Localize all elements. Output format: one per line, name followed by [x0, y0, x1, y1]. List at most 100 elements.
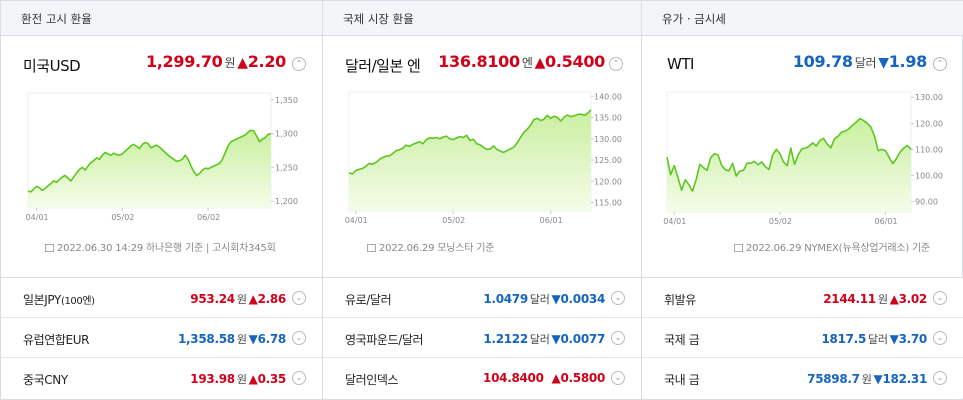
item-name: 유럽연합EUR: [23, 333, 90, 347]
source-note: 2022.06.29 모닝스타 기준: [367, 239, 494, 254]
item-price: 1,358.58 원 ▼6.78: [177, 332, 286, 346]
item-price: 2144.11 원 ▲3.02: [823, 292, 927, 306]
chevron-down-icon[interactable]: ⌄: [611, 331, 625, 345]
panel-exchange-rate: 환전 고시 환율 미국USD 1,299.70 원 ▲2.20 ⌃ 1,350 1,3…: [1, 1, 322, 400]
x-tick-label: 06/02: [197, 213, 220, 222]
chevron-down-icon[interactable]: ⌄: [933, 331, 947, 345]
chevron-down-icon[interactable]: ⌄: [611, 291, 625, 305]
series-area: [667, 118, 911, 212]
chevron-down-icon[interactable]: ⌄: [292, 371, 306, 385]
y-tick-label: 1,250: [275, 163, 298, 172]
tab-intl-market[interactable]: 국제 시장 환율: [323, 1, 641, 36]
arrow-down-icon: ▼: [889, 332, 899, 346]
chevron-down-icon[interactable]: ⌃: [609, 57, 623, 71]
chevron-down-icon[interactable]: ⌄: [933, 291, 947, 305]
y-tick-label: 130.00: [915, 93, 943, 102]
item-name: 영국파운드/달러: [345, 333, 424, 347]
arrow-up-icon: ▲: [551, 371, 561, 385]
arrow-down-icon: ▼: [878, 55, 889, 71]
y-tick-label: 1,200: [275, 197, 298, 206]
y-tick-label: 90.00: [915, 198, 938, 207]
x-tick-label: 04/01: [663, 217, 686, 226]
rate-list: 유로/달러 1.0479 달러 ▼0.0034 ⌄ 영국파운드/달러 1.2122 달…: [323, 277, 641, 398]
item-price: 104.8400 ▲0.5800: [483, 371, 605, 385]
headline-price: 1,299.70 원 ▲2.20: [145, 52, 286, 71]
arrow-up-icon: ▲: [248, 372, 258, 386]
tab-oil-gold[interactable]: 유가 · 금시세: [642, 1, 963, 36]
x-tick-label: 05/02: [442, 216, 465, 225]
document-icon: [734, 244, 743, 252]
chevron-down-icon[interactable]: ⌃: [292, 57, 306, 71]
series-area: [349, 109, 591, 211]
y-tick-label: 1,350: [275, 96, 298, 105]
arrow-up-icon: ▲: [889, 292, 899, 306]
headline-name: 달러/일본 엔: [345, 57, 421, 75]
list-item-domestic-gold[interactable]: 국내 금 75898.7 원 ▼182.31 ⌄: [642, 358, 963, 398]
headline-price: 136.8100 엔 ▲0.5400: [438, 52, 605, 71]
y-tick-label: 130.00: [594, 135, 622, 144]
x-tick-label: 06/01: [540, 216, 563, 225]
y-tick-label: 120.00: [915, 119, 943, 128]
item-price: 953.24 원 ▲2.86: [190, 292, 286, 306]
chevron-down-icon[interactable]: ⌄: [292, 291, 306, 305]
item-name: 국제 금: [664, 333, 700, 347]
headline-usdjpy[interactable]: 달러/일본 엔 136.8100 엔 ▲0.5400 ⌃: [323, 36, 641, 88]
chevron-down-icon[interactable]: ⌄: [933, 371, 947, 385]
arrow-up-icon: ▲: [248, 292, 258, 306]
x-tick-label: 05/02: [111, 213, 134, 222]
item-name: 유로/달러: [345, 293, 392, 307]
headline-name: WTI: [667, 55, 694, 73]
item-name: 달러인덱스: [345, 373, 399, 387]
headline-usd[interactable]: 미국USD 1,299.70 원 ▲2.20 ⌃: [1, 36, 322, 88]
chevron-down-icon[interactable]: ⌃: [933, 57, 947, 71]
y-tick-label: 125.00: [594, 156, 622, 165]
headline-price: 109.78 달러 ▼1.98: [792, 52, 927, 71]
usd-chart: 1,350 1,300 1,250 1,200 04/01 05/02 06/02: [26, 92, 298, 222]
y-tick-label: 135.00: [594, 114, 622, 123]
chevron-down-icon[interactable]: ⌄: [611, 371, 625, 385]
chevron-down-icon[interactable]: ⌄: [292, 331, 306, 345]
item-price: 75898.7 원 ▼182.31: [807, 372, 927, 386]
list-item-intl-gold[interactable]: 국제 금 1817.5 달러 ▼3.70 ⌄: [642, 318, 963, 358]
list-item-dollar-index[interactable]: 달러인덱스 104.8400 ▲0.5800 ⌄: [323, 358, 641, 398]
document-icon: [367, 244, 376, 252]
y-tick-label: 110.00: [915, 145, 943, 154]
y-tick-label: 115.00: [594, 199, 622, 208]
item-name: 일본JPY(100엔): [23, 293, 95, 307]
headline-wti[interactable]: WTI 109.78 달러 ▼1.98 ⌃: [642, 36, 963, 88]
arrow-down-icon: ▼: [248, 332, 258, 346]
usdjpy-chart: 140.00 135.00 130.00 125.00 120.00 115.00 04/0…: [345, 91, 622, 225]
list-item-eurusd[interactable]: 유로/달러 1.0479 달러 ▼0.0034 ⌄: [323, 278, 641, 318]
series-line: [666, 117, 912, 192]
arrow-down-icon: ▼: [551, 292, 561, 306]
arrow-down-icon: ▼: [551, 332, 561, 346]
series-line: [348, 109, 592, 175]
list-item-eur[interactable]: 유럽연합EUR 1,358.58 원 ▼6.78 ⌄: [1, 318, 322, 358]
x-tick-label: 04/01: [26, 213, 49, 222]
y-tick-label: 100.00: [915, 171, 943, 180]
list-item-cny[interactable]: 중국CNY 193.98 원 ▲0.35 ⌄: [1, 358, 322, 398]
series-line: [27, 129, 272, 193]
list-item-gbpusd[interactable]: 영국파운드/달러 1.2122 달러 ▼0.0077 ⌄: [323, 318, 641, 358]
source-note: 2022.06.30 14:29 하나은행 기준 | 고시회차345회: [45, 239, 276, 254]
rate-list: 일본JPY(100엔) 953.24 원 ▲2.86 ⌄ 유럽연합EUR 1,358…: [1, 277, 322, 398]
arrow-up-icon: ▲: [237, 55, 248, 71]
series-area: [28, 130, 271, 208]
item-price: 1817.5 달러 ▼3.70: [821, 332, 927, 346]
panel-oil-gold: 유가 · 금시세 WTI 109.78 달러 ▼1.98 ⌃ 130.00 120.0…: [641, 1, 963, 400]
list-item-gasoline[interactable]: 휘발유 2144.11 원 ▲3.02 ⌄: [642, 278, 963, 318]
item-price: 193.98 원 ▲0.35: [190, 372, 286, 386]
item-price: 1.2122 달러 ▼0.0077: [483, 332, 605, 346]
item-name: 국내 금: [664, 373, 700, 387]
tab-exchange-rate[interactable]: 환전 고시 환율: [1, 1, 322, 36]
item-name: 중국CNY: [23, 373, 68, 387]
list-item-jpy[interactable]: 일본JPY(100엔) 953.24 원 ▲2.86 ⌄: [1, 278, 322, 318]
headline-name: 미국USD: [23, 57, 81, 75]
arrow-down-icon: ▼: [873, 372, 883, 386]
panel-intl-market: 국제 시장 환율 달러/일본 엔 136.8100 엔 ▲0.5400 ⌃ 140.…: [322, 1, 641, 400]
x-tick-label: 04/01: [345, 216, 368, 225]
y-tick-label: 1,300: [275, 130, 298, 139]
y-tick-label: 140.00: [594, 92, 622, 101]
x-tick-label: 05/02: [769, 217, 792, 226]
